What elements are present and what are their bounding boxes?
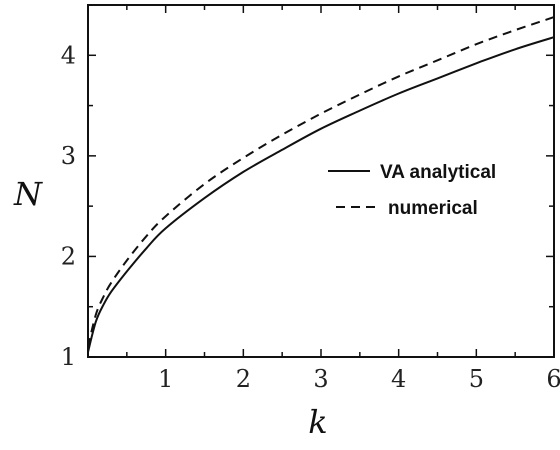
tick-labels: 1 2 3 4 5 6 1 2 3 4 [61, 41, 560, 393]
x-axis-title: k [308, 403, 327, 441]
y-tick-label: 3 [61, 142, 76, 170]
x-tick-label: 1 [158, 365, 173, 393]
axis-ticks [87, 4, 555, 358]
legend-label-va-analytical: VA analytical [380, 162, 496, 183]
legend-label-numerical: numerical [388, 198, 478, 219]
series-line-va-analytical [87, 36, 555, 353]
y-axis-title: N [13, 175, 43, 213]
y-tick-label: 4 [61, 41, 76, 69]
y-tick-label: 2 [61, 242, 76, 270]
x-tick-label: 6 [546, 365, 560, 393]
series-line-numerical [87, 16, 555, 348]
legend: VA analytical numerical [328, 162, 496, 219]
x-tick-label: 2 [236, 365, 251, 393]
x-tick-label: 5 [469, 365, 484, 393]
x-tick-label: 3 [313, 365, 328, 393]
x-tick-label: 4 [391, 365, 406, 393]
series-layer [87, 16, 555, 353]
y-tick-label: 1 [61, 343, 76, 371]
